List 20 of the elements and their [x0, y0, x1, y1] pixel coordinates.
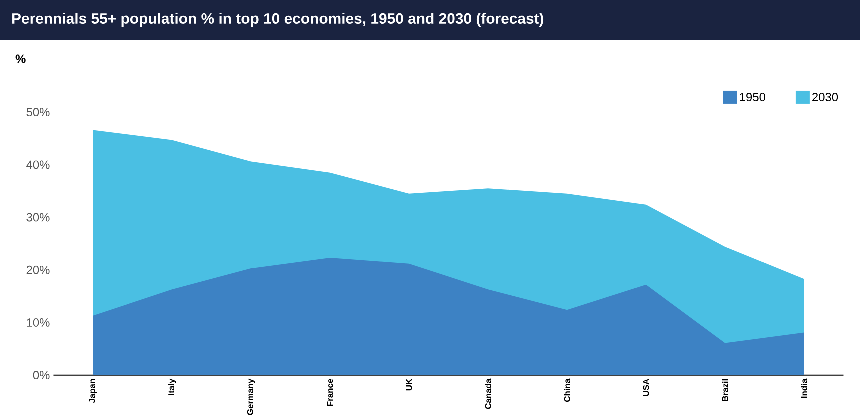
x-tick-label: Germany — [247, 378, 256, 416]
y-tick-label: 30% — [26, 213, 50, 222]
x-tick-label: India — [801, 378, 808, 398]
x-tick-label: France — [327, 379, 334, 406]
legend-label: 2030 — [812, 93, 838, 102]
x-tick-label: China — [564, 378, 570, 402]
y-axis-title: % — [16, 54, 26, 64]
chart-title: Perennials 55+ population % in top 10 economies, 1950 and 2030 (forecast) — [12, 13, 544, 28]
x-tick-label: USA — [643, 379, 650, 396]
y-tick-label: 0% — [33, 371, 50, 380]
x-tick-label: Brazil — [722, 380, 728, 402]
x-tick-label: Canada — [485, 378, 492, 410]
legend-label: 1950 — [740, 93, 766, 102]
x-tick-label: Italy — [168, 378, 176, 396]
y-tick-label: 20% — [26, 266, 50, 274]
y-tick-label: 40% — [26, 160, 50, 170]
y-tick-label: 50% — [26, 108, 50, 117]
y-tick-label: 10% — [27, 318, 50, 328]
x-tick-label: UK — [406, 378, 412, 391]
x-tick-label: Japan — [89, 379, 98, 404]
